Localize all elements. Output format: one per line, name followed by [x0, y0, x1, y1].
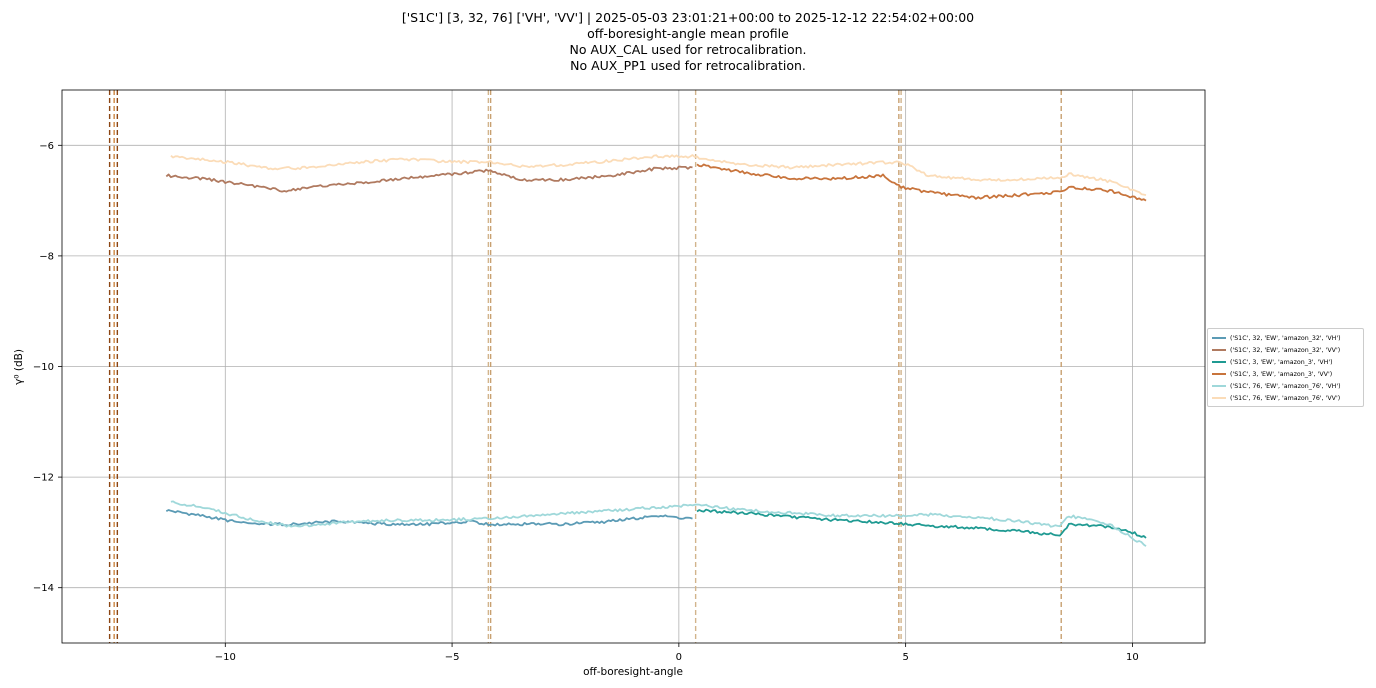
y-axis-label: γ⁰ (dB): [13, 349, 25, 385]
legend-item: ('S1C', 32, 'EW', 'amazon_32', 'VH'): [1212, 332, 1359, 344]
legend-item: ('S1C', 76, 'EW', 'amazon_76', 'VV'): [1212, 392, 1359, 404]
legend-label: ('S1C', 32, 'EW', 'amazon_32', 'VH'): [1230, 334, 1341, 342]
axis-ticks: −10 −5 0 5 10 −14 −12 −10 −8 −6: [33, 141, 1139, 663]
y-tick-label: −10: [33, 362, 54, 373]
legend-item: ('S1C', 3, 'EW', 'amazon_3', 'VH'): [1212, 356, 1359, 368]
y-tick-label: −12: [33, 473, 54, 484]
legend-item: ('S1C', 3, 'EW', 'amazon_3', 'VV'): [1212, 368, 1359, 380]
series-line: [170, 500, 1147, 547]
legend-swatch: [1212, 385, 1226, 387]
x-tick-label: 5: [902, 652, 908, 663]
chart-title: ['S1C'] [3, 32, 76] ['VH', 'VV'] | 2025-…: [0, 10, 1376, 74]
legend-item: ('S1C', 76, 'EW', 'amazon_76', 'VH'): [1212, 380, 1359, 392]
legend-label: ('S1C', 32, 'EW', 'amazon_32', 'VV'): [1230, 346, 1341, 354]
x-tick-label: −5: [445, 652, 460, 663]
series-line: [170, 154, 1147, 196]
series-lines: [165, 154, 1147, 547]
series-line: [165, 165, 693, 193]
vertical-markers: [108, 90, 1062, 643]
legend-label: ('S1C', 3, 'EW', 'amazon_3', 'VH'): [1230, 358, 1333, 366]
legend-item: ('S1C', 32, 'EW', 'amazon_32', 'VV'): [1212, 344, 1359, 356]
series-line: [165, 509, 693, 527]
title-line-1: ['S1C'] [3, 32, 76] ['VH', 'VV'] | 2025-…: [401, 10, 975, 25]
x-tick-label: 10: [1126, 652, 1139, 663]
x-axis-label: off-boresight-angle: [583, 666, 683, 678]
legend-swatch: [1212, 397, 1226, 399]
y-tick-label: −14: [33, 583, 54, 594]
legend-label: ('S1C', 76, 'EW', 'amazon_76', 'VV'): [1230, 394, 1341, 402]
x-tick-label: −10: [215, 652, 236, 663]
y-tick-label: −6: [39, 141, 54, 152]
legend-swatch: [1212, 373, 1226, 375]
legend-swatch: [1212, 361, 1226, 363]
series-line: [696, 508, 1147, 539]
x-tick-label: 0: [676, 652, 682, 663]
title-line-4: No AUX_PP1 used for retrocalibration.: [570, 58, 806, 73]
legend-swatch: [1212, 349, 1226, 351]
title-line-3: No AUX_CAL used for retrocalibration.: [569, 42, 807, 57]
title-line-2: off-boresight-angle mean profile: [587, 26, 789, 41]
legend-label: ('S1C', 76, 'EW', 'amazon_76', 'VH'): [1230, 382, 1341, 390]
grid: [62, 90, 1205, 643]
legend-label: ('S1C', 3, 'EW', 'amazon_3', 'VV'): [1230, 370, 1333, 378]
legend: ('S1C', 32, 'EW', 'amazon_32', 'VH') ('S1…: [1207, 328, 1364, 407]
legend-swatch: [1212, 337, 1226, 339]
series-line: [696, 163, 1147, 202]
y-tick-label: −8: [39, 251, 54, 262]
